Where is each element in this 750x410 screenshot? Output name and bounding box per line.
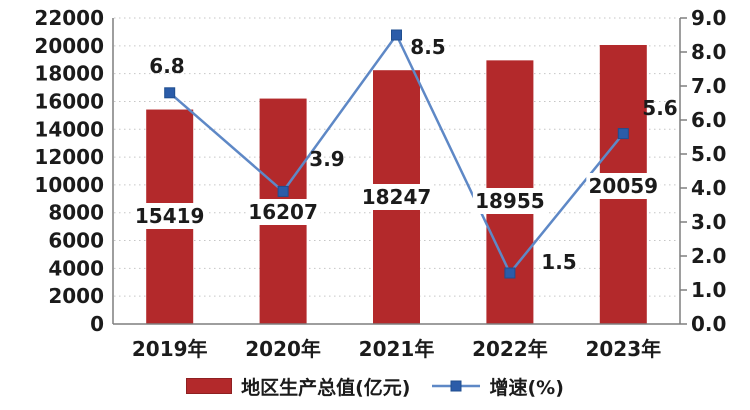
gdp-value-label: 18247 — [362, 185, 432, 209]
left-axis-tick-label: 4000 — [48, 256, 104, 280]
growth-value-label: 3.9 — [309, 147, 344, 171]
growth-value-label: 6.8 — [149, 54, 184, 78]
gdp-label-background — [246, 199, 321, 225]
legend-line-marker-icon — [432, 380, 481, 392]
legend-line-label: 增速(%) — [489, 376, 564, 399]
x-axis-category-label: 2020年 — [245, 337, 321, 361]
gdp-value-label: 20059 — [589, 174, 659, 198]
gdp-label-background — [132, 203, 207, 229]
growth-marker — [617, 128, 629, 140]
right-axis-tick-label: 3.0 — [691, 210, 726, 234]
x-axis-category-label: 2023年 — [585, 337, 661, 361]
right-axis-tick-label: 7.0 — [691, 74, 726, 98]
x-axis-category-label: 2019年 — [132, 337, 208, 361]
left-axis-tick-label: 10000 — [34, 173, 104, 197]
right-axis-tick-label: 4.0 — [691, 176, 726, 200]
legend: 地区生产总值(亿元) 增速(%) — [0, 372, 750, 400]
growth-value-label: 8.5 — [410, 35, 445, 59]
gdp-label-background — [586, 173, 661, 199]
right-axis-tick-label: 1.0 — [691, 278, 726, 302]
left-axis-tick-label: 14000 — [34, 117, 104, 141]
right-axis-tick-label: 9.0 — [691, 6, 726, 30]
right-axis-tick-label: 6.0 — [691, 108, 726, 132]
gdp-value-label: 16207 — [248, 200, 318, 224]
x-axis-category-label: 2022年 — [472, 337, 548, 361]
left-axis-tick-label: 12000 — [34, 145, 104, 169]
left-axis-tick-label: 8000 — [48, 201, 104, 225]
left-axis-tick-label: 2000 — [48, 284, 104, 308]
left-axis-tick-label: 16000 — [34, 89, 104, 113]
legend-bar-label: 地区生产总值(亿元) — [241, 376, 411, 399]
gdp-label-background — [472, 188, 547, 214]
growth-value-label: 1.5 — [541, 250, 576, 274]
gdp-value-label: 15419 — [135, 204, 205, 228]
gdp-label-background — [359, 184, 434, 210]
growth-marker — [391, 29, 402, 41]
growth-marker — [164, 87, 176, 99]
left-axis-tick-label: 18000 — [34, 62, 104, 86]
growth-marker — [504, 267, 516, 279]
left-axis-tick-label: 22000 — [34, 6, 104, 30]
gdp-value-label: 18955 — [475, 189, 545, 213]
left-axis-tick-label: 6000 — [48, 229, 104, 253]
left-axis-tick-label: 0 — [90, 312, 104, 336]
left-axis-tick-label: 20000 — [34, 34, 104, 58]
growth-value-label: 5.6 — [642, 96, 677, 120]
right-axis-tick-label: 0.0 — [691, 312, 726, 336]
right-axis-tick-label: 5.0 — [691, 142, 726, 166]
growth-marker — [277, 185, 289, 197]
right-axis-tick-label: 2.0 — [691, 244, 726, 268]
right-axis-tick-label: 8.0 — [691, 40, 726, 64]
x-axis-category-label: 2021年 — [359, 337, 435, 361]
legend-bar-swatch-icon — [186, 378, 233, 394]
